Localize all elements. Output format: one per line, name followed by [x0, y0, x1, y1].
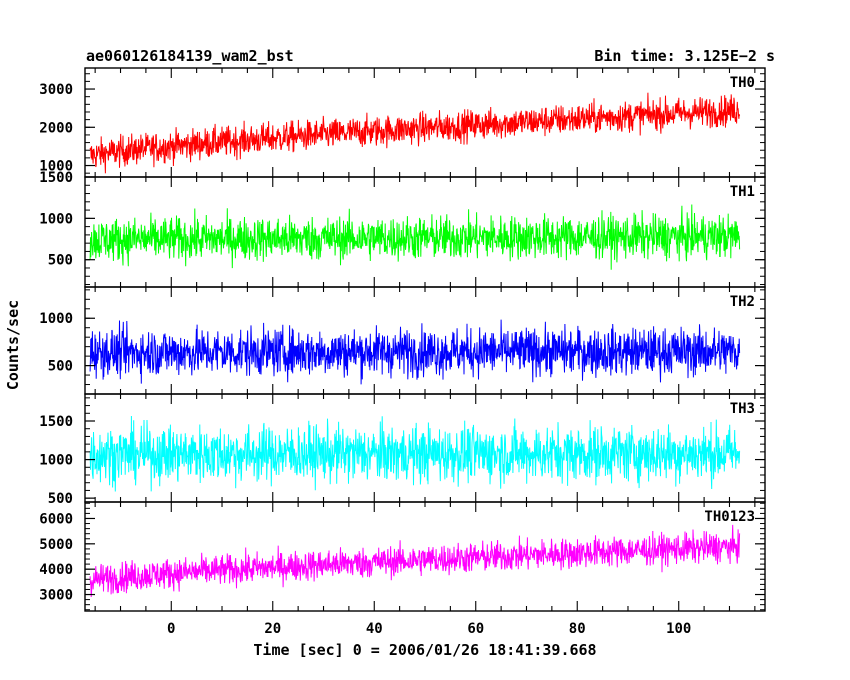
series-line-th0123 — [89, 524, 741, 598]
x-tick-label: 20 — [264, 621, 281, 637]
series-label-th2: TH2 — [730, 294, 755, 310]
y-tick-label: 2000 — [39, 120, 73, 136]
y-tick-label: 500 — [48, 359, 73, 375]
series-line-th3 — [89, 415, 741, 492]
x-tick-label: 80 — [569, 621, 586, 637]
series-line-th0 — [89, 92, 741, 174]
y-tick-label: 1000 — [39, 453, 73, 469]
x-tick-label: 60 — [467, 621, 484, 637]
panel-th0: 1000 2000 3000 TH0 — [39, 67, 766, 178]
y-tick-label: 5000 — [39, 537, 73, 553]
y-tick-label: 1500 — [39, 414, 73, 430]
x-tick-label: 40 — [366, 621, 383, 637]
y-tick-label: 6000 — [39, 511, 73, 527]
panel-th3: 500 1000 1500 TH3 — [39, 393, 766, 507]
y-tick-label: 3000 — [39, 82, 73, 98]
x-axis-label: Time [sec] 0 = 2006/01/26 18:41:39.668 — [253, 641, 596, 659]
y-tick-label: 4000 — [39, 562, 73, 578]
panel-th0123: 3000 4000 5000 6000 TH0123 — [39, 501, 766, 612]
y-tick-label: 3000 — [39, 588, 73, 604]
x-tick-label: 0 — [167, 621, 175, 637]
panel-th1: 500 1000 1500 TH1 — [39, 170, 766, 288]
y-tick-label: 500 — [48, 253, 73, 269]
y-tick-label: 500 — [48, 491, 73, 507]
y-tick-label: 1000 — [39, 159, 73, 175]
series-label-th3: TH3 — [730, 401, 755, 417]
series-line-th1 — [89, 204, 741, 270]
bin-time-label: Bin time: 3.125E−2 s — [594, 47, 775, 65]
series-label-th1: TH1 — [730, 184, 755, 200]
x-tick-label: 100 — [666, 621, 691, 637]
series-label-th0123: TH0123 — [704, 509, 755, 525]
y-tick-label: 1500 — [39, 170, 73, 186]
chart-title: ae060126184139_wam2_bst — [86, 47, 294, 65]
panel-th2: 500 1000 TH2 — [39, 286, 766, 395]
series-label-th0: TH0 — [730, 75, 755, 91]
y-axis-label: Counts/sec — [4, 300, 22, 390]
y-tick-label: 1000 — [39, 211, 73, 227]
series-line-th2 — [89, 319, 741, 385]
y-tick-label: 1000 — [39, 311, 73, 327]
